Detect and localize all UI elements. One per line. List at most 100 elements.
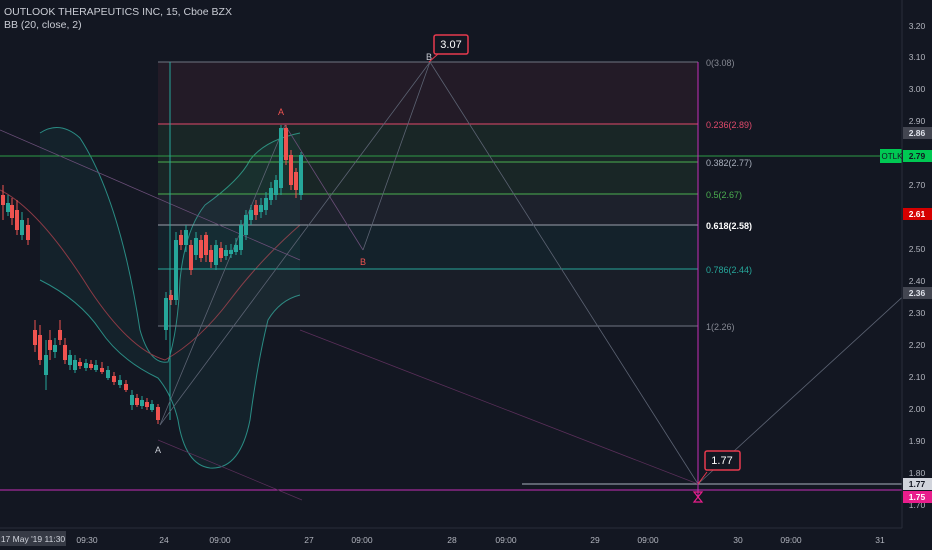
pattern-lines	[0, 61, 932, 501]
price-badge: 2.36	[903, 287, 932, 299]
candle	[124, 380, 128, 392]
candle	[289, 150, 293, 190]
time-tick: 28	[447, 535, 457, 545]
point-b-low: B	[360, 257, 366, 267]
candle	[6, 195, 10, 216]
svg-text:2.79: 2.79	[909, 151, 926, 161]
price-tick: 2.00	[909, 404, 926, 414]
candle	[58, 320, 62, 345]
chart-title[interactable]: OUTLOOK THERAPEUTICS INC, 15, Cboe BZX	[4, 6, 232, 18]
candle	[274, 175, 278, 200]
candle	[184, 225, 188, 252]
time-tick: 09:00	[495, 535, 517, 545]
symbol-tag: OTLK	[880, 149, 904, 163]
candle	[26, 218, 30, 245]
candle	[299, 152, 303, 200]
candle	[78, 358, 82, 369]
candle	[239, 220, 243, 255]
candle	[84, 359, 88, 371]
candle	[33, 320, 37, 352]
price-tick: 2.40	[909, 276, 926, 286]
fib-label-05: 0.5(2.67)	[706, 190, 742, 200]
price-badge: 2.86	[903, 127, 932, 139]
time-tick: 30	[733, 535, 743, 545]
svg-text:OTLK: OTLK	[882, 152, 904, 161]
candle	[48, 330, 52, 360]
svg-text:2.61: 2.61	[909, 209, 926, 219]
candle	[179, 230, 183, 250]
candle	[63, 338, 67, 364]
candle	[44, 340, 48, 390]
price-tick: 3.10	[909, 52, 926, 62]
candle	[259, 198, 263, 218]
candle	[118, 375, 122, 388]
price-axis[interactable]: 3.203.103.002.902.802.702.602.502.402.30…	[901, 0, 932, 528]
time-tick: 29	[590, 535, 600, 545]
candle	[229, 244, 233, 258]
candle	[100, 362, 104, 374]
time-tick: 24	[159, 535, 169, 545]
time-tick: 27	[304, 535, 314, 545]
fib-retracement: 0(3.08) 0.236(2.89) 0.382(2.77) 0.5(2.67…	[158, 58, 752, 332]
svg-text:17 May '19 11:30: 17 May '19 11:30	[1, 534, 66, 544]
price-badge: 1.77	[903, 478, 932, 490]
candle	[1, 185, 5, 220]
callout-low-text: 1.77	[711, 455, 732, 467]
fib-label-0382: 0.382(2.77)	[706, 158, 752, 168]
price-tick: 2.20	[909, 340, 926, 350]
candlesticks	[1, 125, 303, 424]
time-tick: 09:00	[351, 535, 373, 545]
candle	[53, 338, 57, 358]
point-b-high: B	[426, 52, 432, 62]
price-tick: 1.80	[909, 468, 926, 478]
candle	[68, 350, 72, 370]
candle	[264, 192, 268, 215]
price-tick: 2.70	[909, 180, 926, 190]
candle	[244, 210, 248, 240]
candle	[169, 290, 173, 305]
price-tick: 2.30	[909, 308, 926, 318]
candle	[73, 355, 77, 373]
bollinger-bands	[0, 127, 301, 469]
price-tick: 2.50	[909, 244, 926, 254]
candle	[199, 235, 203, 262]
time-tick: 31	[875, 535, 885, 545]
time-tick: 09:00	[637, 535, 659, 545]
svg-text:1.75: 1.75	[909, 492, 926, 502]
point-a-low: A	[155, 445, 161, 455]
time-axis[interactable]: 09:30 24 09:00 27 09:00 28 09:00 29 09:00 30 09:00…	[0, 527, 932, 550]
candle	[164, 292, 168, 340]
candle	[214, 240, 218, 270]
fib-label-0236: 0.236(2.89)	[706, 120, 752, 130]
candle	[194, 232, 198, 260]
candle	[294, 168, 298, 198]
candle	[269, 182, 273, 205]
candle	[94, 360, 98, 372]
price-tick: 2.90	[909, 116, 926, 126]
candle	[10, 198, 14, 225]
time-cursor-label: 17 May '19 11:30	[0, 531, 66, 546]
candle	[174, 232, 178, 305]
candle	[219, 242, 223, 262]
candle	[189, 240, 193, 275]
candle	[20, 212, 24, 240]
fib-label-0786: 0.786(2.44)	[706, 265, 752, 275]
callout-low[interactable]: 1.77	[697, 450, 741, 485]
indicator-label[interactable]: BB (20, close, 2)	[4, 19, 82, 31]
svg-text:1.77: 1.77	[909, 479, 926, 489]
time-tick: 09:00	[209, 535, 231, 545]
price-tick: 3.00	[909, 84, 926, 94]
time-tick: 09:00	[780, 535, 802, 545]
chart-legend: OUTLOOK THERAPEUTICS INC, 15, Cboe BZX B…	[4, 6, 232, 32]
price-badge: 2.79	[903, 150, 932, 162]
candle	[234, 238, 238, 255]
candle	[38, 325, 42, 365]
fib-label-1: 1(2.26)	[706, 322, 735, 332]
callout-high[interactable]: 3.07	[428, 34, 469, 63]
candle	[224, 245, 228, 260]
candle	[156, 404, 160, 424]
svg-text:2.36: 2.36	[909, 288, 926, 298]
fib-label-0: 0(3.08)	[706, 58, 735, 68]
